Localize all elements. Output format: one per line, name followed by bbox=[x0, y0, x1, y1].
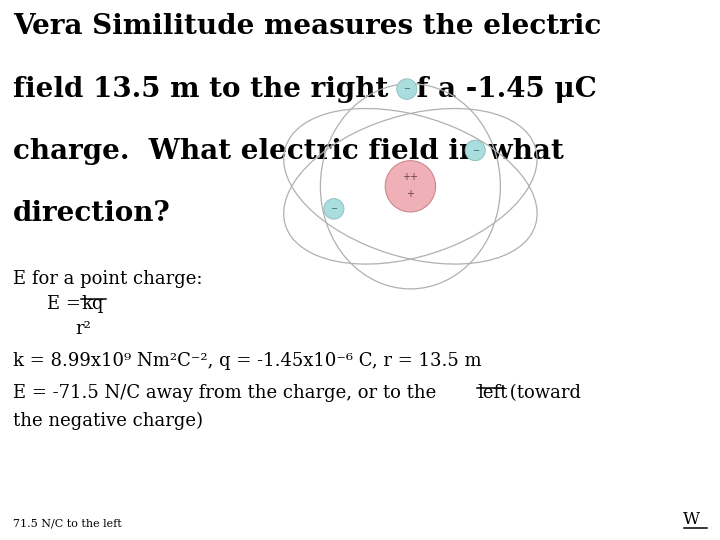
Text: Vera Similitude measures the electric: Vera Similitude measures the electric bbox=[13, 14, 601, 40]
Text: −: − bbox=[472, 146, 479, 155]
Text: +: + bbox=[406, 190, 415, 199]
Text: the negative charge): the negative charge) bbox=[13, 411, 203, 430]
Ellipse shape bbox=[385, 161, 436, 212]
Text: 71.5 N/C to the left: 71.5 N/C to the left bbox=[13, 518, 122, 528]
Text: −: − bbox=[330, 204, 338, 213]
Text: r²: r² bbox=[76, 320, 91, 338]
Text: left: left bbox=[477, 384, 508, 402]
Text: E =: E = bbox=[47, 295, 86, 313]
Text: charge.  What electric field in what: charge. What electric field in what bbox=[13, 138, 564, 165]
Text: E = -71.5 N/C away from the charge, or to the: E = -71.5 N/C away from the charge, or t… bbox=[13, 384, 442, 402]
Ellipse shape bbox=[397, 79, 417, 99]
Text: −: − bbox=[403, 85, 410, 93]
Text: k = 8.99x10⁹ Nm²C⁻², q = -1.45x10⁻⁶ C, r = 13.5 m: k = 8.99x10⁹ Nm²C⁻², q = -1.45x10⁻⁶ C, r… bbox=[13, 352, 482, 370]
Text: direction?: direction? bbox=[13, 200, 171, 227]
Text: (toward: (toward bbox=[504, 384, 581, 402]
Ellipse shape bbox=[324, 199, 344, 219]
Text: E for a point charge:: E for a point charge: bbox=[13, 270, 202, 288]
Text: ++: ++ bbox=[402, 172, 418, 181]
Ellipse shape bbox=[465, 140, 485, 160]
Text: field 13.5 m to the right of a -1.45 μC: field 13.5 m to the right of a -1.45 μC bbox=[13, 76, 597, 103]
Text: kq: kq bbox=[81, 295, 104, 313]
Text: W: W bbox=[683, 511, 700, 528]
